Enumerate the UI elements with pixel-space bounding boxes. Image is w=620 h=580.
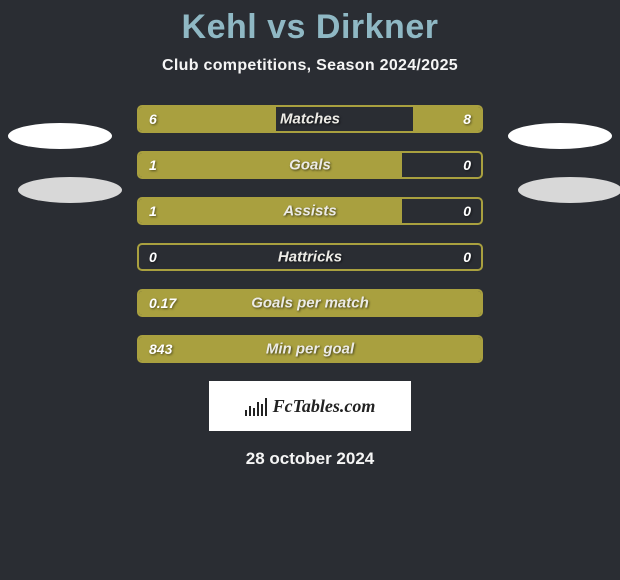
stat-left-value: 1 (149, 203, 157, 219)
stat-right-value: 0 (463, 157, 471, 173)
page-subtitle: Club competitions, Season 2024/2025 (0, 57, 620, 75)
stat-row: 0 0 Hattricks (137, 243, 483, 271)
stat-label: Matches (280, 111, 340, 128)
chart-date: 28 october 2024 (0, 449, 620, 469)
stat-label: Goals (289, 157, 331, 174)
stat-left-value: 843 (149, 341, 172, 357)
stat-row: 843 Min per goal (137, 335, 483, 363)
bar-left-fill (139, 199, 402, 223)
bar-left-fill (139, 107, 276, 131)
bar-left-fill (139, 153, 402, 177)
stat-right-value: 0 (463, 203, 471, 219)
stat-label: Goals per match (251, 295, 369, 312)
stat-row: 1 0 Goals (137, 151, 483, 179)
stat-row: 0.17 Goals per match (137, 289, 483, 317)
stat-left-value: 6 (149, 111, 157, 127)
stat-label: Assists (283, 203, 336, 220)
logo-bars-icon (245, 396, 267, 416)
stat-right-value: 0 (463, 249, 471, 265)
logo-text: FcTables.com (273, 396, 376, 417)
fctables-logo[interactable]: FcTables.com (209, 381, 411, 431)
stat-left-value: 0 (149, 249, 157, 265)
stat-label: Hattricks (278, 249, 342, 266)
page-title: Kehl vs Dirkner (0, 0, 620, 47)
stat-left-value: 1 (149, 157, 157, 173)
stat-row: 6 8 Matches (137, 105, 483, 133)
stat-row: 1 0 Assists (137, 197, 483, 225)
stat-left-value: 0.17 (149, 295, 176, 311)
stat-label: Min per goal (266, 341, 354, 358)
comparison-chart: 6 8 Matches 1 0 Goals 1 0 Assists 0 0 Hattricks 0.17… (0, 105, 620, 469)
stat-right-value: 8 (463, 111, 471, 127)
